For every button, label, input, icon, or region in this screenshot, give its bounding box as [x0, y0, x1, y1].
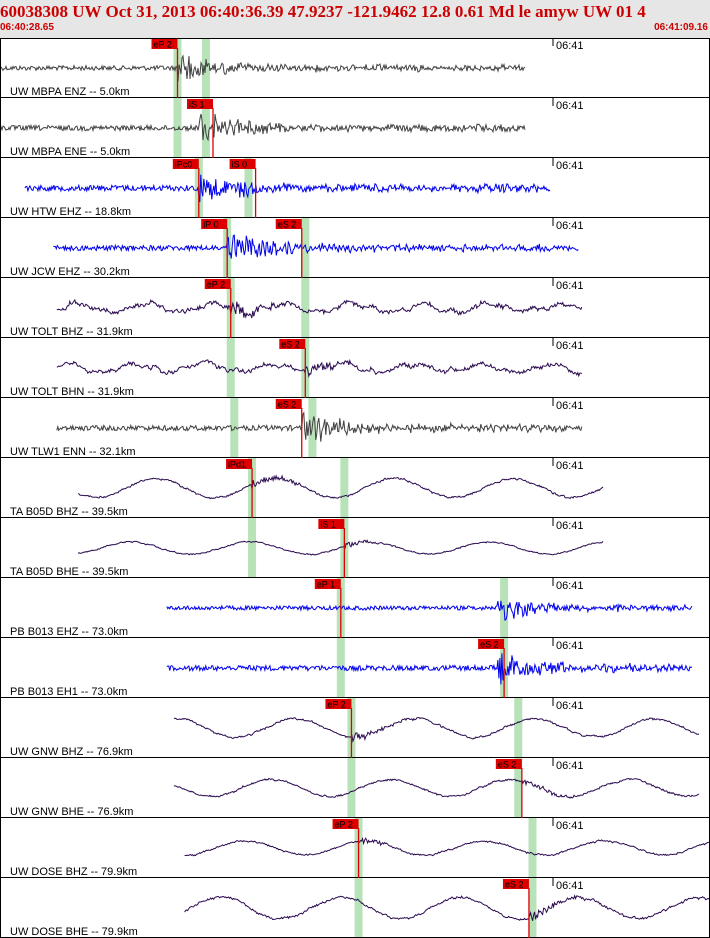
- waveform-trace-8: [77, 539, 604, 556]
- analysis-window-14-1: [528, 878, 537, 938]
- minute-tick-label-4: 06:41: [556, 280, 584, 292]
- waveform-trace-4: [56, 298, 583, 319]
- waveform-trace-3: [53, 234, 579, 259]
- pick-label-8-0: iS 1: [320, 520, 336, 530]
- minute-tick-label-3: 06:41: [556, 220, 584, 232]
- pick-label-2-1: iS 0: [232, 160, 248, 170]
- minute-tick-label-13: 06:41: [556, 820, 584, 832]
- record-header: 60038308 UW Oct 31, 2013 06:40:36.39 47.…: [0, 0, 710, 38]
- end-time: 06:41:09.16: [654, 22, 708, 33]
- minute-tick-label-7: 06:41: [556, 460, 584, 472]
- pick-flag-14-0[interactable]: [502, 879, 529, 889]
- pick-label-0-0: eP 2: [154, 40, 172, 50]
- pick-label-13-0: eP 2: [335, 820, 353, 830]
- channel-label-7: TA B05D BHZ -- 39.5km: [10, 506, 128, 518]
- pick-label-3-1: eS 2: [278, 220, 297, 230]
- minute-tick-label-5: 06:41: [556, 340, 584, 352]
- analysis-window-3-1: [301, 218, 310, 278]
- pick-flag-2-0[interactable]: [172, 159, 199, 169]
- pick-flag-2-1[interactable]: [229, 159, 256, 169]
- minute-tick-label-8: 06:41: [556, 520, 584, 532]
- minute-tick-label-6: 06:41: [556, 400, 584, 412]
- pick-flag-6-0[interactable]: [275, 399, 302, 409]
- analysis-window-5-0: [226, 338, 235, 398]
- channel-label-2: UW HTW EHZ -- 18.8km: [10, 206, 131, 218]
- waveform-trace-2: [24, 174, 551, 203]
- pick-flag-3-0[interactable]: [201, 219, 228, 229]
- minute-tick-label-0: 06:41: [556, 40, 584, 52]
- analysis-window-0-1: [201, 38, 210, 98]
- minute-tick-label-12: 06:41: [556, 760, 584, 772]
- waveform-trace-13: [184, 837, 710, 857]
- waveform-trace-6: [56, 411, 583, 442]
- waveform-trace-12: [173, 777, 700, 799]
- pick-flag-9-0[interactable]: [314, 579, 341, 589]
- pick-flag-4-0[interactable]: [204, 279, 231, 289]
- pick-label-11-0: eP 2: [327, 700, 345, 710]
- waveform-trace-9: [166, 600, 693, 621]
- channel-label-9: PB B013 EHZ -- 73.0km: [10, 626, 128, 638]
- event-title: 60038308 UW Oct 31, 2013 06:40:36.39 47.…: [0, 2, 646, 21]
- waveform-trace-11: [173, 716, 700, 743]
- pick-flag-8-0[interactable]: [318, 519, 345, 529]
- channel-label-1: UW MBPA ENE -- 5.0km: [10, 146, 130, 158]
- pick-label-5-0: eS 2: [281, 340, 300, 350]
- pick-flag-3-1[interactable]: [275, 219, 302, 229]
- analysis-window-4-1: [301, 278, 310, 338]
- pick-label-4-0: eP 2: [207, 280, 225, 290]
- pick-label-12-0: eS 2: [498, 760, 517, 770]
- minute-tick-label-9: 06:41: [556, 580, 584, 592]
- analysis-window-8-0: [248, 518, 257, 578]
- pick-label-9-0: eP 1: [317, 580, 335, 590]
- waveform-trace-5: [56, 358, 583, 379]
- start-time: 06:40:28.65: [0, 22, 54, 33]
- pick-flag-10-0[interactable]: [478, 639, 505, 649]
- waveform-trace-10: [166, 653, 693, 685]
- channel-label-5: UW TOLT BHN -- 31.9km: [10, 386, 134, 398]
- pick-label-1-0: iS 1: [189, 100, 205, 110]
- minute-tick-label-1: 06:41: [556, 100, 584, 112]
- channel-label-0: UW MBPA ENZ -- 5.0km: [10, 86, 130, 98]
- pick-flag-5-0[interactable]: [279, 339, 306, 349]
- channel-label-12: UW GNW BHE -- 76.9km: [10, 806, 133, 818]
- waveform-trace-1: [0, 113, 526, 142]
- pick-flag-11-0[interactable]: [325, 699, 352, 709]
- minute-tick-label-11: 06:41: [556, 700, 584, 712]
- pick-flag-0-0[interactable]: [151, 39, 178, 49]
- pick-label-6-0: eS 2: [278, 400, 297, 410]
- pick-label-10-0: eS 2: [480, 640, 499, 650]
- analysis-window-13-1: [528, 818, 537, 878]
- channel-label-13: UW DOSE BHZ -- 79.9km: [10, 866, 137, 878]
- channel-label-14: UW DOSE BHE -- 79.9km: [10, 926, 138, 938]
- pick-label-3-0: iP 0: [203, 220, 218, 230]
- channel-label-10: PB B013 EH1 -- 73.0km: [10, 686, 127, 698]
- pick-flag-1-0[interactable]: [187, 99, 213, 109]
- analysis-window-11-1: [514, 698, 523, 758]
- waveform-trace-0: [0, 54, 526, 82]
- waveform-trace-14: [184, 894, 710, 921]
- pick-flag-13-0[interactable]: [332, 819, 359, 829]
- analysis-window-14-0: [354, 878, 363, 938]
- analysis-window-2-1: [244, 158, 253, 218]
- pick-label-7-0: iPd1: [228, 460, 246, 470]
- channel-label-3: UW JCW EHZ -- 30.2km: [10, 266, 130, 278]
- analysis-window-12-0: [347, 758, 356, 818]
- channel-label-6: UW TLW1 ENN -- 32.1km: [10, 446, 136, 458]
- pick-flag-12-0[interactable]: [495, 759, 522, 769]
- pick-label-14-0: eS 2: [505, 880, 524, 890]
- minute-tick-label-14: 06:41: [556, 880, 584, 892]
- minute-tick-label-2: 06:41: [556, 160, 584, 172]
- channel-label-8: TA B05D BHE -- 39.5km: [10, 566, 128, 578]
- analysis-window-1-0: [173, 98, 182, 158]
- seismogram-plot: UW MBPA ENZ -- 5.0km 06:41 UW MBPA ENE -- …: [0, 38, 710, 938]
- channel-label-4: UW TOLT BHZ -- 31.9km: [10, 326, 133, 338]
- pick-label-2-0: iPc0: [175, 160, 193, 170]
- channel-label-11: UW GNW BHZ -- 76.9km: [10, 746, 133, 758]
- analysis-window-7-1: [340, 458, 349, 518]
- minute-tick-label-10: 06:41: [556, 640, 584, 652]
- waveform-trace-7: [77, 474, 604, 500]
- pick-flag-7-0[interactable]: [226, 459, 253, 469]
- analysis-window-12-1: [514, 758, 523, 818]
